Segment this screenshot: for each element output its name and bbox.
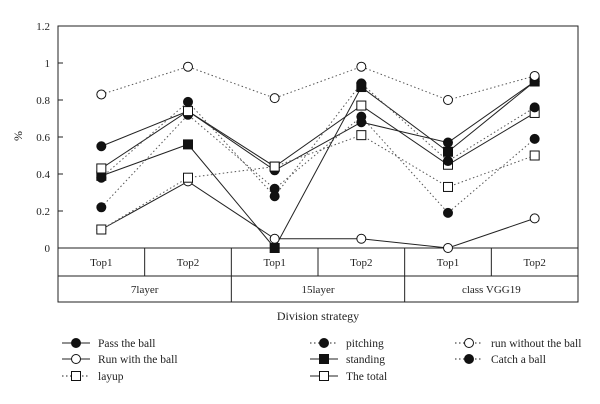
legend-marker: [464, 338, 474, 348]
x-category-label: Top2: [177, 257, 199, 269]
x-category-label: Top1: [437, 257, 459, 269]
x-category-label: Top1: [90, 257, 112, 269]
data-point: [529, 150, 540, 161]
series-line-2: [101, 134, 535, 230]
legend-marker: [464, 354, 474, 364]
legend-label: Run with the ball: [98, 354, 178, 366]
series-lines: [100, 66, 535, 249]
data-point: [443, 207, 453, 218]
series-markers: [96, 61, 540, 253]
series-line-0: [101, 81, 535, 171]
legend-item: run without the ball: [455, 338, 581, 350]
data-point: [443, 146, 453, 157]
legend-marker: [319, 371, 329, 381]
data-point: [96, 224, 107, 235]
legend-marker: [319, 338, 329, 348]
x-axis-label: Division strategy: [277, 309, 359, 323]
data-point: [443, 243, 453, 253]
data-point: [529, 133, 540, 144]
series-line-4: [101, 81, 535, 249]
data-point: [269, 243, 280, 253]
y-tick-label: 1.2: [36, 21, 50, 33]
data-point: [443, 137, 453, 148]
x-category-label: Top2: [523, 257, 545, 269]
data-point: [356, 100, 367, 111]
data-point: [96, 172, 107, 183]
legend-item: Run with the ball: [62, 354, 178, 366]
data-point: [356, 111, 367, 122]
data-point: [529, 70, 540, 81]
y-tick-label: 0.6: [36, 132, 50, 144]
legend-label: layup: [98, 371, 124, 383]
data-point: [443, 95, 453, 105]
legend-item: pitching: [310, 338, 384, 350]
data-point: [183, 139, 193, 150]
legend-label: Pass the ball: [98, 338, 156, 350]
data-point: [183, 106, 193, 117]
data-point: [269, 233, 280, 244]
data-point: [96, 141, 107, 152]
data-point: [356, 130, 367, 141]
data-point: [269, 161, 280, 172]
y-axis-ticks: 0 0.2 0.4 0.6 0.8 1 1.2: [36, 21, 63, 255]
legend-marker: [319, 354, 329, 364]
legend-label: Catch a ball: [491, 354, 546, 366]
y-tick-label: 1: [45, 58, 51, 70]
legend-item: Catch a ball: [455, 354, 546, 366]
series-layer: [96, 61, 540, 253]
x-axis-categories: Top1 Top2 Top1 Top2 Top1 Top2 7layer 15layer cla…: [90, 257, 546, 296]
legend-label: standing: [346, 354, 385, 366]
data-point: [96, 163, 107, 174]
series-line-1: [101, 180, 535, 249]
x-category-label: Top1: [263, 257, 285, 269]
legend: Pass the ball Run with the ball layup pitch…: [62, 338, 581, 383]
y-tick-label: 0: [45, 243, 51, 255]
data-point: [356, 78, 367, 89]
legend-marker: [71, 354, 81, 364]
data-point: [183, 96, 193, 107]
data-point: [443, 181, 453, 192]
legend-marker: [71, 338, 81, 348]
plot-frame: [57, 25, 579, 303]
legend-marker: [71, 371, 81, 381]
y-tick-label: 0.8: [36, 95, 50, 107]
legend-item: layup: [62, 371, 124, 383]
x-group-label: class VGG19: [462, 284, 521, 296]
x-group-label: 15layer: [302, 284, 335, 296]
series-line-3: [100, 114, 535, 214]
data-point: [183, 172, 193, 183]
x-category-label: Top2: [350, 257, 372, 269]
data-point: [96, 89, 107, 100]
data-point: [96, 202, 107, 213]
data-point: [529, 213, 540, 224]
series-line-6: [101, 66, 535, 101]
data-point: [356, 233, 367, 244]
legend-item: Pass the ball: [62, 338, 156, 350]
data-point: [529, 102, 540, 113]
legend-item: standing: [310, 354, 385, 366]
data-point: [356, 61, 367, 72]
data-point: [183, 61, 193, 72]
legend-label: pitching: [346, 338, 384, 350]
y-tick-label: 0.2: [36, 206, 50, 218]
data-point: [269, 191, 280, 202]
data-point: [443, 156, 453, 167]
legend-item: The total: [310, 371, 387, 383]
series-line-5: [101, 104, 535, 169]
axes: [57, 25, 579, 303]
data-point: [269, 93, 280, 104]
legend-label: The total: [346, 371, 387, 383]
y-tick-label: 0.4: [36, 169, 50, 181]
legend-label: run without the ball: [491, 338, 581, 350]
x-group-label: 7layer: [131, 284, 159, 296]
y-axis-label: %: [11, 131, 25, 141]
